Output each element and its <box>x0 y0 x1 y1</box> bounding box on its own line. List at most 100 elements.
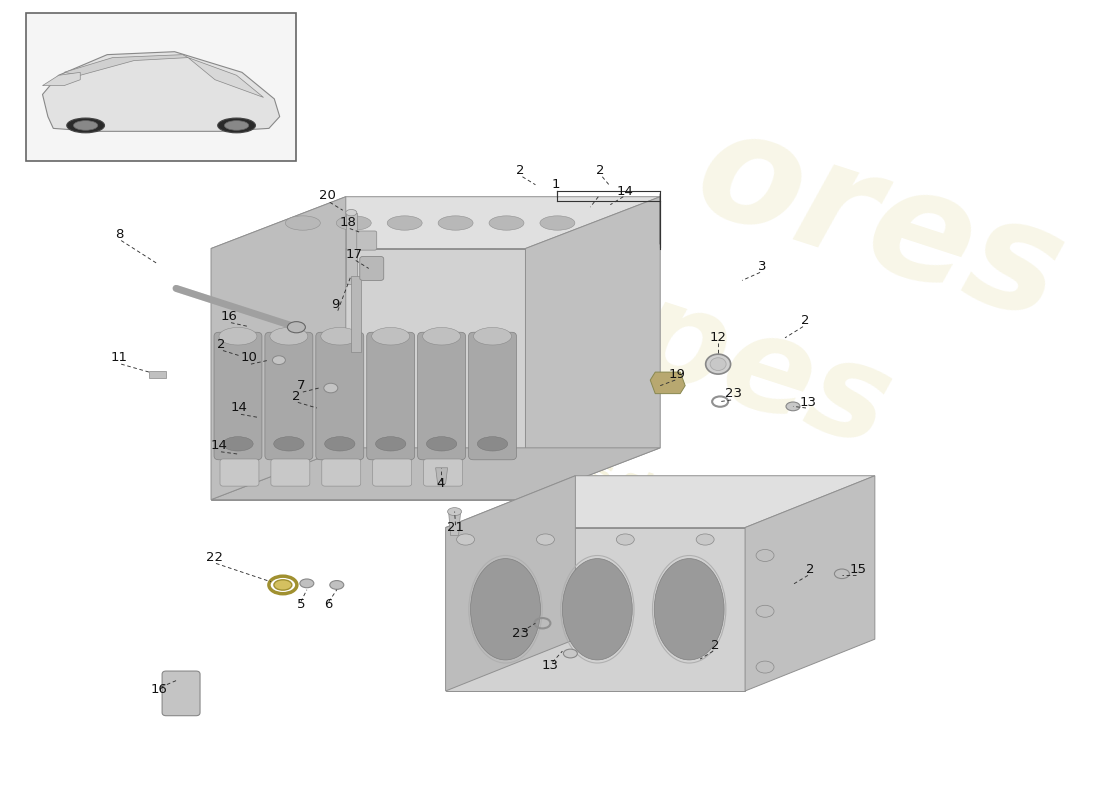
Ellipse shape <box>562 558 632 660</box>
Ellipse shape <box>330 581 344 590</box>
Ellipse shape <box>285 216 320 230</box>
Text: 18: 18 <box>339 216 356 229</box>
Text: 9: 9 <box>331 298 340 311</box>
Polygon shape <box>211 197 345 500</box>
Ellipse shape <box>218 118 255 133</box>
Ellipse shape <box>422 327 461 345</box>
Ellipse shape <box>654 558 724 660</box>
Text: 12: 12 <box>710 331 727 344</box>
Ellipse shape <box>224 121 249 130</box>
Text: 4: 4 <box>437 478 444 490</box>
FancyBboxPatch shape <box>356 231 376 250</box>
Ellipse shape <box>324 437 355 451</box>
Polygon shape <box>436 468 448 484</box>
Ellipse shape <box>448 508 462 515</box>
Text: 2: 2 <box>805 563 814 576</box>
Polygon shape <box>211 249 526 500</box>
FancyBboxPatch shape <box>322 459 361 486</box>
Ellipse shape <box>705 354 730 374</box>
Ellipse shape <box>274 437 304 451</box>
FancyBboxPatch shape <box>360 257 384 281</box>
Ellipse shape <box>540 216 575 230</box>
Ellipse shape <box>786 402 800 410</box>
Text: 2: 2 <box>292 390 300 402</box>
Text: ores: ores <box>679 96 1081 354</box>
Ellipse shape <box>438 216 473 230</box>
Bar <box>26 14 296 161</box>
Ellipse shape <box>219 327 257 345</box>
Polygon shape <box>43 52 279 131</box>
Ellipse shape <box>711 358 726 370</box>
Polygon shape <box>650 372 685 394</box>
Text: 7: 7 <box>297 379 305 392</box>
Text: 2: 2 <box>801 314 810 326</box>
Ellipse shape <box>337 216 371 230</box>
Text: 13: 13 <box>542 659 559 672</box>
Ellipse shape <box>270 327 308 345</box>
Polygon shape <box>43 72 80 86</box>
Ellipse shape <box>835 569 849 578</box>
Polygon shape <box>449 512 461 535</box>
Text: 14: 14 <box>231 402 248 414</box>
Text: 14: 14 <box>210 439 228 452</box>
Ellipse shape <box>287 322 306 333</box>
FancyBboxPatch shape <box>418 332 465 460</box>
Ellipse shape <box>274 580 292 590</box>
Ellipse shape <box>477 437 508 451</box>
FancyBboxPatch shape <box>214 332 262 460</box>
Text: 20: 20 <box>319 190 337 202</box>
Ellipse shape <box>474 327 512 345</box>
Polygon shape <box>526 197 660 500</box>
FancyBboxPatch shape <box>265 332 312 460</box>
Ellipse shape <box>273 356 285 365</box>
Ellipse shape <box>427 437 456 451</box>
Text: 19: 19 <box>669 368 685 381</box>
Ellipse shape <box>375 437 406 451</box>
FancyBboxPatch shape <box>469 332 517 460</box>
Text: 5: 5 <box>297 598 305 611</box>
Ellipse shape <box>74 121 98 130</box>
Ellipse shape <box>756 606 774 618</box>
Ellipse shape <box>323 383 338 393</box>
Text: 1: 1 <box>551 178 560 191</box>
Polygon shape <box>745 476 874 691</box>
Polygon shape <box>211 448 660 500</box>
Ellipse shape <box>300 579 313 588</box>
Polygon shape <box>188 58 264 98</box>
Ellipse shape <box>321 327 359 345</box>
Text: 21: 21 <box>447 521 464 534</box>
FancyBboxPatch shape <box>373 459 411 486</box>
Text: 22: 22 <box>206 551 222 564</box>
Ellipse shape <box>756 661 774 673</box>
Polygon shape <box>446 476 874 527</box>
Text: europes: europes <box>295 167 906 474</box>
Ellipse shape <box>696 534 714 545</box>
Text: 23: 23 <box>512 627 529 640</box>
Ellipse shape <box>223 437 253 451</box>
FancyBboxPatch shape <box>271 459 310 486</box>
Text: a passion for parts since 1985: a passion for parts since 1985 <box>299 362 802 550</box>
Polygon shape <box>150 370 166 378</box>
Text: 2: 2 <box>711 639 719 652</box>
Text: 2: 2 <box>596 164 605 177</box>
Ellipse shape <box>563 649 578 658</box>
Ellipse shape <box>456 534 474 545</box>
Ellipse shape <box>616 534 635 545</box>
Text: 16: 16 <box>151 683 167 696</box>
Polygon shape <box>211 197 660 249</box>
Text: 10: 10 <box>241 351 257 364</box>
Text: 14: 14 <box>617 185 634 198</box>
FancyBboxPatch shape <box>162 671 200 716</box>
FancyBboxPatch shape <box>316 332 364 460</box>
Ellipse shape <box>490 216 524 230</box>
Text: 15: 15 <box>849 563 867 576</box>
FancyBboxPatch shape <box>220 459 258 486</box>
Text: 13: 13 <box>800 396 816 409</box>
Ellipse shape <box>345 210 356 216</box>
Ellipse shape <box>372 327 409 345</box>
Polygon shape <box>345 213 356 285</box>
Polygon shape <box>446 527 745 691</box>
Polygon shape <box>446 476 575 691</box>
Polygon shape <box>351 277 361 352</box>
Text: 6: 6 <box>324 598 333 611</box>
